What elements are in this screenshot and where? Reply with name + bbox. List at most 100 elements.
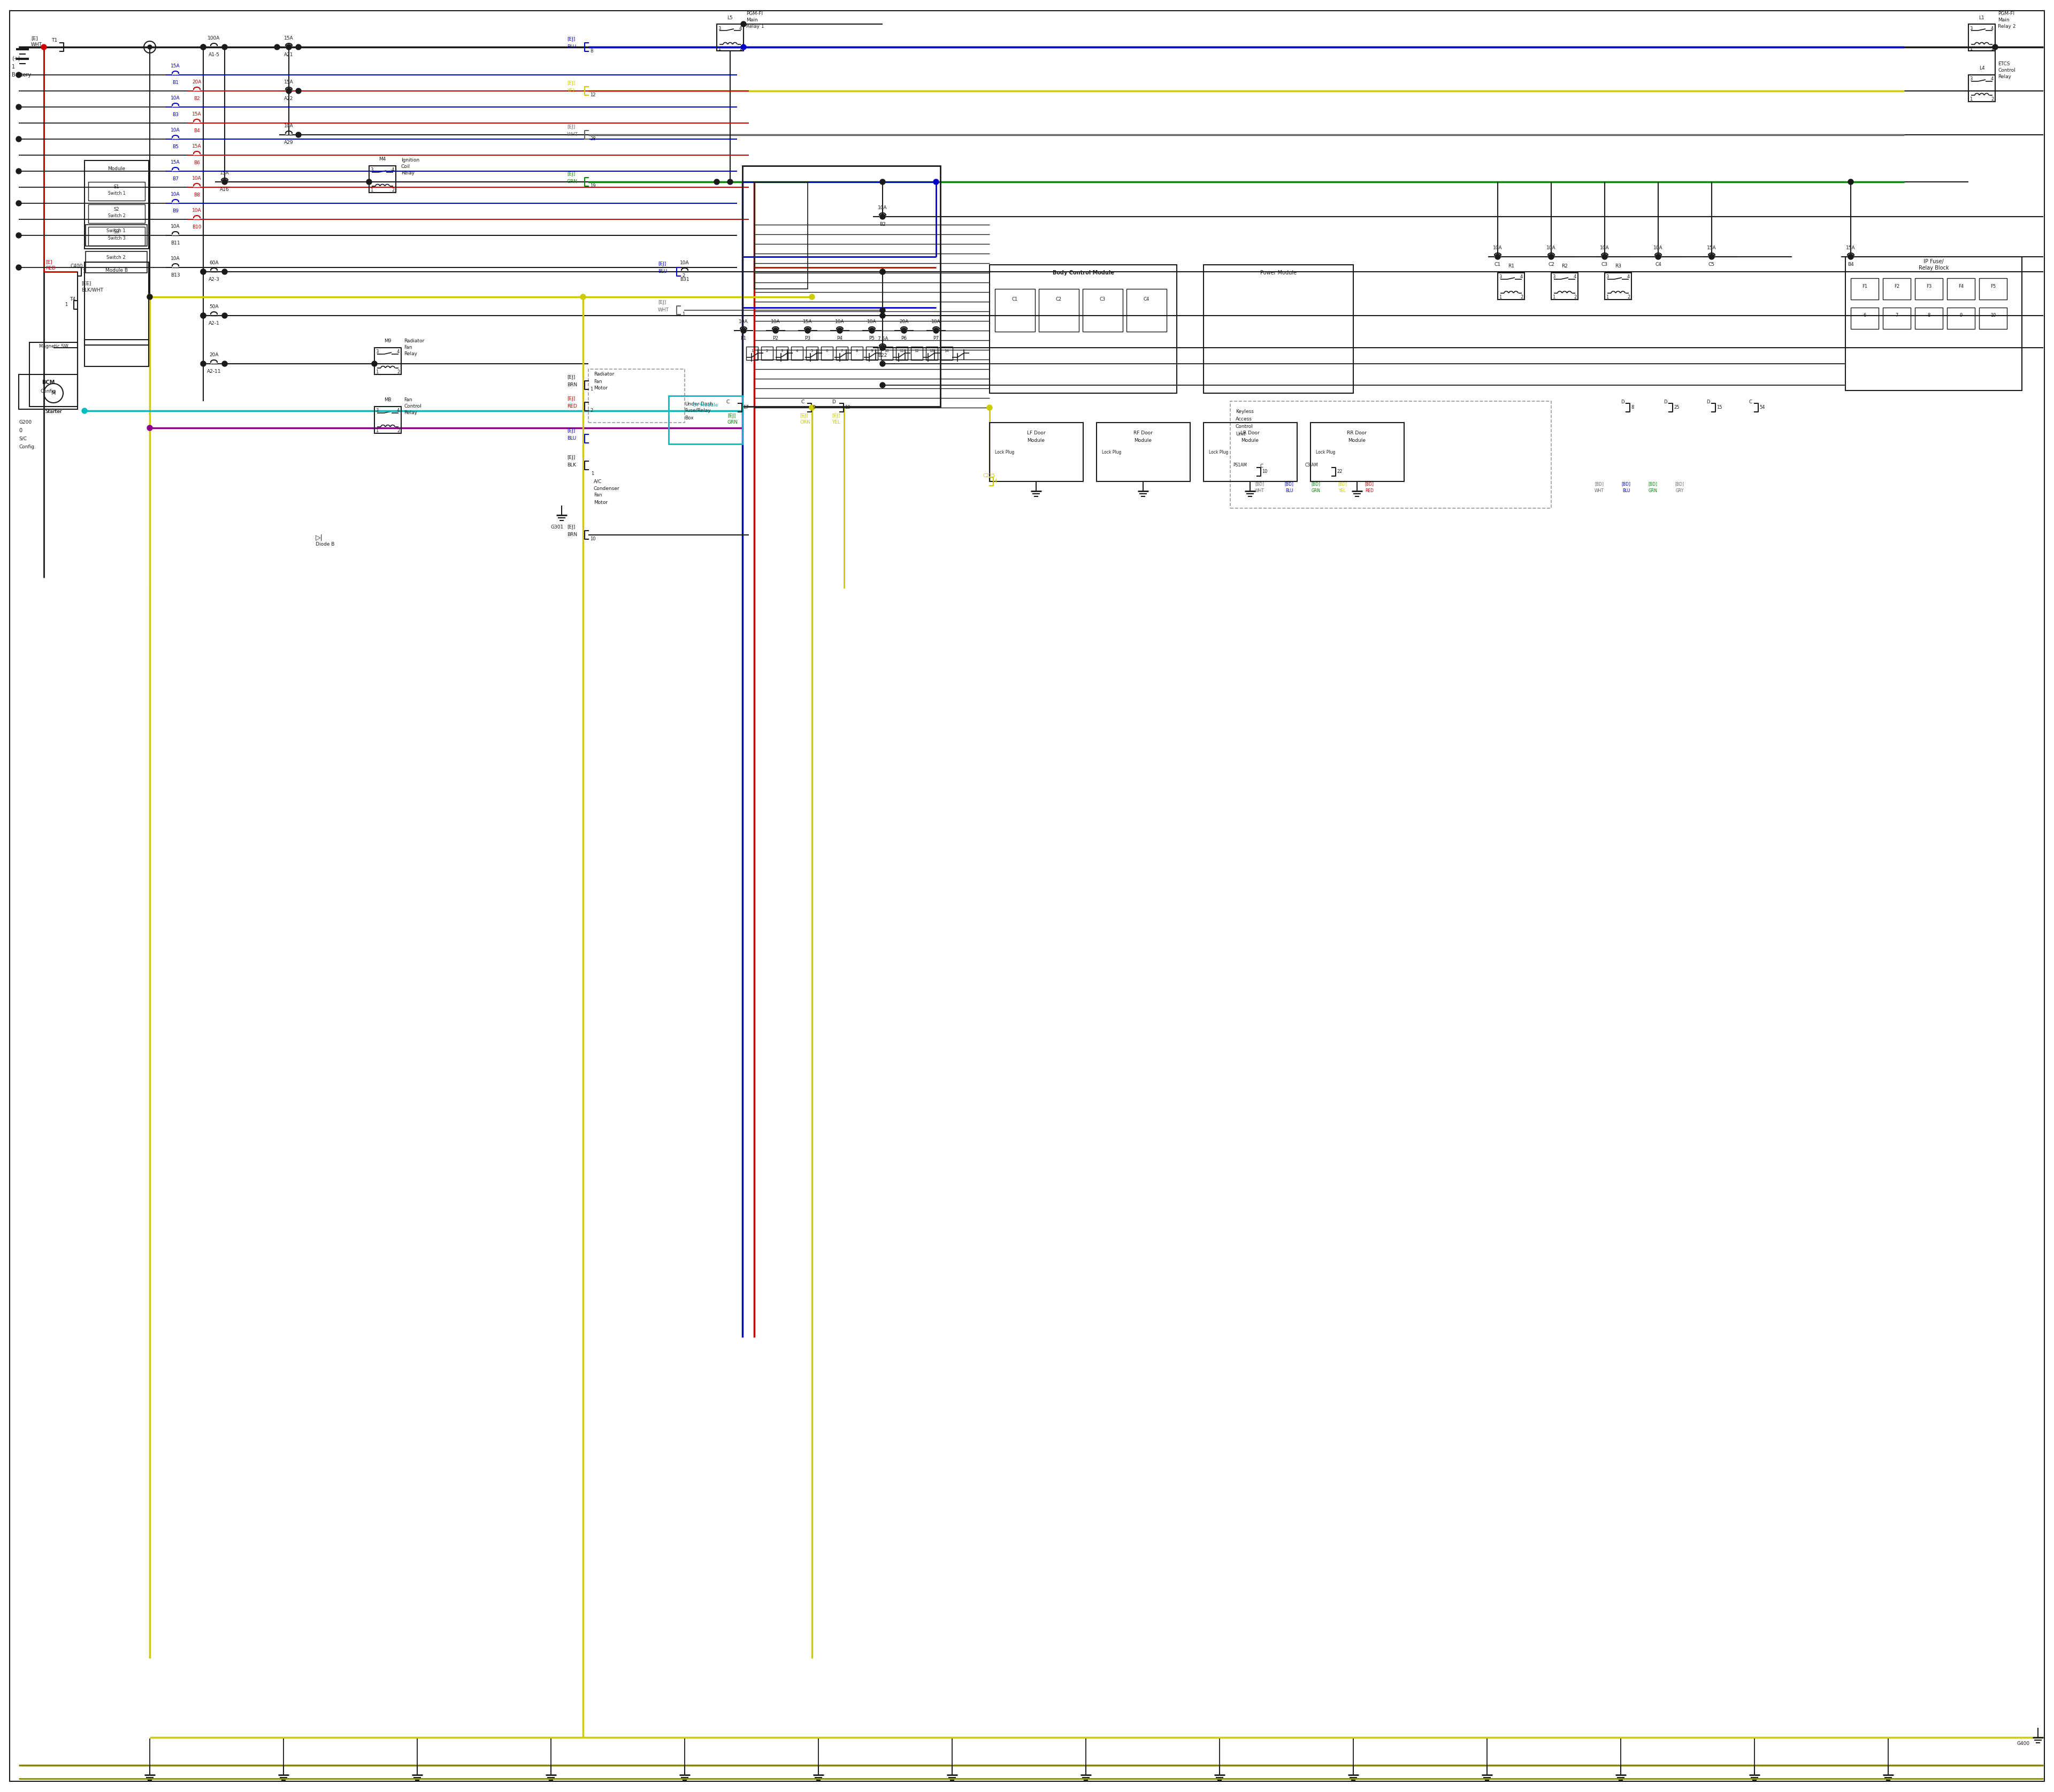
Text: D: D: [832, 400, 836, 405]
Text: [BD]: [BD]: [1674, 482, 1684, 486]
Text: Condenser: Condenser: [594, 486, 620, 491]
Text: Module: Module: [107, 167, 125, 170]
Text: B9: B9: [173, 208, 179, 213]
Bar: [84, 262, 148, 346]
Circle shape: [201, 314, 205, 319]
Text: B2: B2: [193, 97, 199, 100]
Text: Control: Control: [1999, 68, 2015, 73]
Text: A21: A21: [283, 52, 294, 57]
Text: Radiator: Radiator: [405, 339, 425, 344]
Text: 6: 6: [826, 349, 828, 353]
Text: F5: F5: [1990, 283, 1996, 289]
Circle shape: [879, 382, 885, 387]
Text: B8: B8: [193, 192, 199, 197]
Text: R3: R3: [1614, 263, 1621, 269]
Circle shape: [16, 233, 21, 238]
Circle shape: [286, 88, 292, 93]
Text: F3: F3: [1927, 283, 1931, 289]
Circle shape: [201, 314, 205, 319]
Text: Module B: Module B: [105, 267, 127, 272]
Bar: [776, 346, 789, 360]
Text: Switch 2: Switch 2: [107, 256, 125, 260]
Text: 15A: 15A: [803, 319, 813, 324]
Text: R1: R1: [1508, 263, 1514, 269]
Circle shape: [1849, 179, 1853, 185]
Text: RED: RED: [1366, 487, 1374, 493]
Circle shape: [879, 346, 885, 351]
Text: [BD]: [BD]: [1337, 482, 1347, 486]
Circle shape: [933, 179, 939, 185]
Text: 10A: 10A: [170, 256, 181, 262]
Bar: [670, 396, 741, 444]
Text: 10A: 10A: [1653, 246, 1664, 251]
Bar: [746, 346, 758, 360]
Text: BRN: BRN: [567, 532, 577, 538]
Bar: [1884, 278, 1910, 299]
Circle shape: [201, 360, 205, 366]
Text: [EJ]: [EJ]: [657, 262, 665, 267]
Circle shape: [1549, 254, 1555, 260]
Text: 1: 1: [1970, 47, 1972, 52]
Text: 10A: 10A: [170, 192, 181, 197]
Text: 2: 2: [766, 349, 768, 353]
Text: Module: Module: [1241, 439, 1259, 443]
Text: PGM-FI: PGM-FI: [746, 11, 762, 16]
Circle shape: [869, 328, 875, 333]
Bar: [896, 346, 908, 360]
Bar: [1844, 256, 2021, 391]
Text: 1: 1: [592, 471, 594, 477]
Text: G301: G301: [550, 525, 565, 529]
Text: [BD]: [BD]: [1284, 482, 1294, 486]
Text: 3: 3: [781, 349, 783, 353]
Circle shape: [16, 136, 21, 142]
Text: F1: F1: [1861, 283, 1867, 289]
Text: 2: 2: [1990, 47, 1994, 52]
Bar: [741, 167, 941, 407]
Text: WHT: WHT: [31, 41, 43, 47]
Text: 25: 25: [1674, 405, 1680, 410]
Text: Main: Main: [1999, 18, 2009, 22]
Text: B11: B11: [170, 240, 181, 246]
Circle shape: [296, 88, 302, 93]
Circle shape: [772, 328, 778, 333]
Circle shape: [148, 294, 152, 299]
Text: 3: 3: [1970, 77, 1972, 82]
Circle shape: [366, 179, 372, 185]
Text: 10: 10: [844, 405, 850, 410]
Text: (+): (+): [12, 56, 21, 61]
Text: PGM-FI: PGM-FI: [1999, 11, 2015, 16]
Text: 8: 8: [1927, 314, 1931, 317]
Text: 15A: 15A: [193, 143, 201, 149]
Text: 15A: 15A: [1707, 246, 1717, 251]
Text: BLK/WHT: BLK/WHT: [82, 287, 103, 292]
Text: RR Door: RR Door: [1347, 430, 1366, 435]
Text: Relay: Relay: [1999, 75, 2011, 79]
Text: 4: 4: [392, 168, 394, 172]
Text: 0: 0: [18, 428, 23, 434]
Text: L5: L5: [727, 16, 733, 20]
Text: 10: 10: [885, 349, 889, 353]
Bar: [990, 423, 1082, 482]
Text: Config.: Config.: [18, 444, 35, 450]
Text: [BD]: [BD]: [1364, 482, 1374, 486]
Bar: [881, 346, 893, 360]
Text: [E]: [E]: [45, 260, 51, 265]
Bar: [86, 251, 148, 272]
Text: 4: 4: [1990, 25, 1994, 30]
Circle shape: [879, 308, 885, 314]
Text: BLK: BLK: [567, 462, 575, 468]
Text: [EJ]: [EJ]: [567, 375, 575, 380]
Text: 28: 28: [589, 136, 596, 142]
Bar: [836, 346, 848, 360]
Text: A22: A22: [283, 97, 294, 100]
Text: Relay: Relay: [405, 410, 417, 416]
Text: C400: C400: [70, 263, 82, 269]
Text: 3: 3: [717, 25, 721, 30]
Text: 2: 2: [1573, 296, 1577, 299]
Text: [EJ]: [EJ]: [567, 428, 575, 434]
Text: IP Fuse/
Relay Block: IP Fuse/ Relay Block: [1918, 260, 1949, 271]
Text: B1: B1: [173, 81, 179, 84]
Text: GRY: GRY: [1676, 487, 1684, 493]
Bar: [1230, 401, 1551, 509]
Text: 15A: 15A: [220, 170, 230, 176]
